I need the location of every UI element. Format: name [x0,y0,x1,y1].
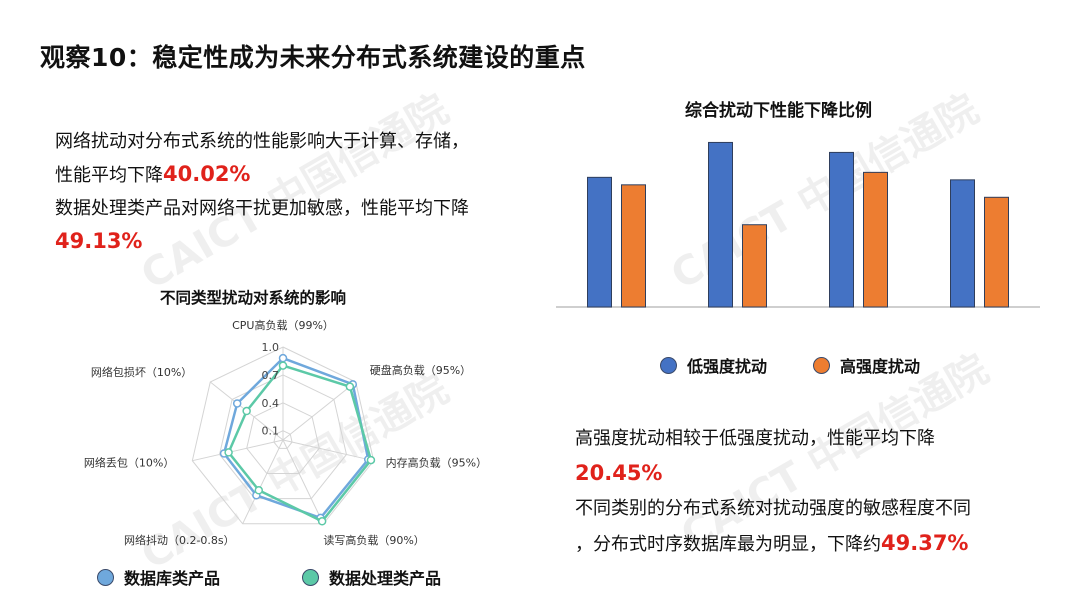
radar-legend-label-dataprocessing: 数据处理类产品 [329,569,442,588]
bar-legend-item-high: 高强度扰动 [813,353,920,377]
bar-0-0 [587,176,612,308]
bottom-text-line4-prefix: ，分布式时序数据库最为明显，下降约 [575,534,881,555]
bar-chart: 事务型数据库时序数据库批处理平台流处理平台 [556,141,1040,308]
radar-axis-label: 网络包损坏（10%） [91,365,192,379]
page-title: 观察10：稳定性成为未来分布式系统建设的重点 [40,43,586,72]
bottom-text-line2: 20.45% [575,456,1075,492]
bar-0-3 [950,179,975,308]
top-text-line2: 性能平均下降40.02% [55,158,535,192]
bar-0-2 [829,151,854,308]
top-value-1: 40.02% [163,162,251,186]
radar-grid-ring-3 [273,430,293,449]
radar-axis-label: 硬盘高负载（95%） [370,363,471,377]
radar-series-line-0 [222,356,370,520]
radar-point [242,406,251,416]
radar-point [345,382,355,391]
top-text-line2-prefix: 性能平均下降 [55,165,163,186]
bottom-text-line3: 不同类别的分布式系统对扰动强度的敏感程度不同 [575,498,971,519]
legend-dot-blue-icon [660,356,677,374]
radar-tick-label: 1.0 [262,341,280,354]
top-text-line3: 数据处理类产品对网络干扰更加敏感，性能平均下降 [55,198,469,219]
radar-chart-title: 不同类型扰动对系统的影响 [160,289,347,307]
radar-axis-label: 读写高负载（90%） [323,533,424,547]
bottom-text-line4: ，分布式时序数据库最为明显，下降约49.37% [575,526,1075,562]
bottom-value-1: 20.45% [575,461,663,485]
top-text-line4: 49.13% [55,225,535,259]
bottom-text-line1: 高强度扰动相较于低强度扰动，性能平均下降 [575,428,935,449]
bar-group: 事务型数据库时序数据库批处理平台流处理平台 [556,141,1040,308]
bottom-value-2: 49.37% [881,531,969,555]
radar-grid [191,346,375,525]
bar-legend-item-low: 低强度扰动 [660,353,767,377]
top-text-block: 网络扰动对分布式系统的性能影响大于计算、存储， 性能平均下降40.02% 数据处… [55,125,535,259]
bar-chart-title: 综合扰动下性能下降比例 [685,101,872,121]
radar-point [278,353,288,363]
bar-1-0 [621,184,646,308]
radar-tick-label: 0.4 [262,397,280,410]
radar-point [254,486,264,495]
bar-1-3 [984,196,1009,308]
bar-0-1 [708,141,733,308]
bar-1-1 [742,224,767,308]
radar-axis-label: 网络丢包（10%） [84,456,174,470]
bar-legend-label-low: 低强度扰动 [687,357,768,376]
radar-point [232,399,242,408]
legend-dot-blue-icon [97,568,114,586]
radar-legend-item-database: 数据库类产品 [97,565,220,589]
radar-legend-label-database: 数据库类产品 [124,569,221,588]
radar-point [278,361,288,370]
radar-series-line-1 [227,364,373,523]
radar-grid-ring-0 [191,346,375,525]
radar-tick-label: 0.7 [262,369,280,382]
radar-tick-label: 0.1 [262,425,280,438]
top-text-line1: 网络扰动对分布式系统的性能影响大于计算、存储， [55,131,469,152]
radar-legend-item-dataprocessing: 数据处理类产品 [302,565,441,589]
legend-dot-green-icon [302,568,319,586]
radar-axis-label: CPU高负载（99%） [232,318,334,332]
bar-1-2 [863,171,888,308]
top-value-2: 49.13% [55,229,143,253]
radar-point [366,455,376,465]
bottom-text-block: 高强度扰动相较于低强度扰动，性能平均下降 20.45% 不同类别的分布式系统对扰… [575,422,1075,562]
radar-chart: 1.0 0.7 0.4 0.1 CPU高负载（99%） 硬盘高负载（95%） 内存高负载（9… [84,318,487,547]
radar-spoke-3 [282,439,324,525]
radar-point [317,517,327,526]
radar-grid-ring-2 [246,402,320,475]
bar-legend-label-high: 高强度扰动 [840,357,921,376]
radar-series [219,353,376,526]
radar-labels: 1.0 0.7 0.4 0.1 CPU高负载（99%） 硬盘高负载（95%） 内存高负载（9… [84,318,487,547]
radar-spoke-5 [192,439,284,462]
radar-grid-ring-1 [218,374,348,500]
radar-spoke-2 [282,439,374,462]
radar-axis-label: 网络抖动（0.2-0.8s） [124,533,235,547]
radar-axis-label: 内存高负载（95%） [386,456,487,470]
radar-spoke-1 [282,381,357,441]
radar-point [224,448,233,457]
radar-spoke-4 [242,439,284,525]
legend-dot-orange-icon [813,356,830,374]
